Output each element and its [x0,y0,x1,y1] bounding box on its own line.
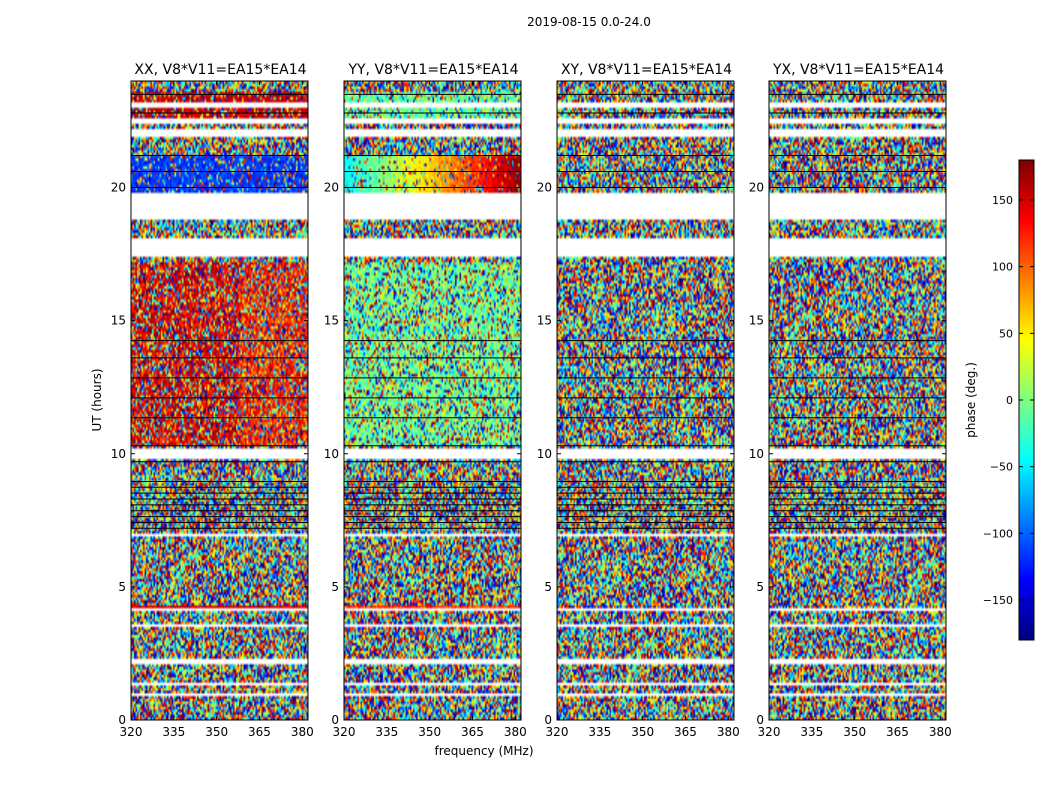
y-tick-label: 5 [331,580,339,594]
x-tick-label: 380 [929,725,952,739]
colorbar-label: phase (deg.) [964,362,978,438]
y-tick-label: 15 [324,314,339,328]
colorbar-tick-label: 100 [992,261,1013,274]
colorbar-tick-label: 50 [999,327,1013,340]
x-tick-label: 365 [248,725,271,739]
panel-frame [130,80,309,721]
x-tick-label: 320 [758,725,781,739]
panel-title: YX, V8*V11=EA15*EA14 [772,62,944,78]
y-tick-label: 0 [756,713,764,727]
colorbar-tick-label: 0 [1006,394,1013,407]
heatmap-4 [769,81,946,720]
x-tick-label: 350 [631,725,654,739]
heatmap-1 [131,81,308,720]
y-tick-label: 10 [111,447,126,461]
x-tick-label: 350 [205,725,228,739]
x-tick-label: 380 [717,725,740,739]
colorbar-tick-label: −100 [983,527,1013,540]
x-tick-label: 380 [504,725,527,739]
y-tick-label: 10 [749,447,764,461]
x-tick-label: 365 [886,725,909,739]
y-tick-label: 10 [537,447,552,461]
panel-frame [556,80,735,721]
x-tick-label: 320 [333,725,356,739]
y-tick-label: 5 [544,580,552,594]
x-tick-label: 365 [461,725,484,739]
colorbar-tick-label: −150 [983,594,1013,607]
y-tick-label: 10 [324,447,339,461]
y-tick-label: 15 [749,314,764,328]
y-tick-label: 0 [118,713,126,727]
figure-title: 2019-08-15 0.0-24.0 [527,15,651,29]
x-tick-label: 335 [588,725,611,739]
x-tick-label: 320 [120,725,143,739]
panels: XX, V8*V11=EA15*EA14 320 335 350 365 380 0 5 10 1… [111,62,952,739]
panel-title: YY, V8*V11=EA15*EA14 [347,62,518,78]
x-tick-label: 350 [843,725,866,739]
y-tick-label: 0 [544,713,552,727]
y-tick-label: 5 [756,580,764,594]
colorbar-tick-label: 150 [992,194,1013,207]
colorbar-tick-label: −50 [990,461,1013,474]
panel-title: XY, V8*V11=EA15*EA14 [561,62,732,78]
y-tick-label: 20 [749,181,764,195]
panel-1: XX, V8*V11=EA15*EA14 320 335 350 365 380 0 5 10 1… [111,62,314,739]
y-tick-label: 15 [111,314,126,328]
panel-frame [343,80,522,721]
heatmap-2 [344,81,521,720]
y-axis-label: UT (hours) [90,368,104,431]
x-axis-label: frequency (MHz) [434,744,533,758]
colorbar-gradient [1019,160,1034,640]
x-tick-label: 380 [291,725,314,739]
y-tick-label: 15 [537,314,552,328]
colorbar: phase (deg.) 150 100 50 0 −50 −100 −150 [964,159,1035,641]
heatmap-3 [557,81,734,720]
x-tick-label: 335 [800,725,823,739]
x-tick-label: 350 [418,725,441,739]
panel-title: XX, V8*V11=EA15*EA14 [134,62,306,78]
y-tick-label: 20 [324,181,339,195]
y-tick-label: 20 [537,181,552,195]
y-tick-label: 20 [111,181,126,195]
y-tick-label: 5 [118,580,126,594]
y-tick-label: 0 [331,713,339,727]
x-tick-label: 320 [546,725,569,739]
x-tick-label: 335 [375,725,398,739]
panel-frame [768,80,947,721]
panel-4: YX, V8*V11=EA15*EA14 320 335 350 365 380 0 5 10 1… [749,62,952,739]
panel-2: YY, V8*V11=EA15*EA14 320 335 350 365 380 0 5 10 1… [324,62,527,739]
panel-3: XY, V8*V11=EA15*EA14 320 335 350 365 380 0 5 10 1… [537,62,740,739]
x-tick-label: 335 [162,725,185,739]
x-tick-label: 365 [674,725,697,739]
